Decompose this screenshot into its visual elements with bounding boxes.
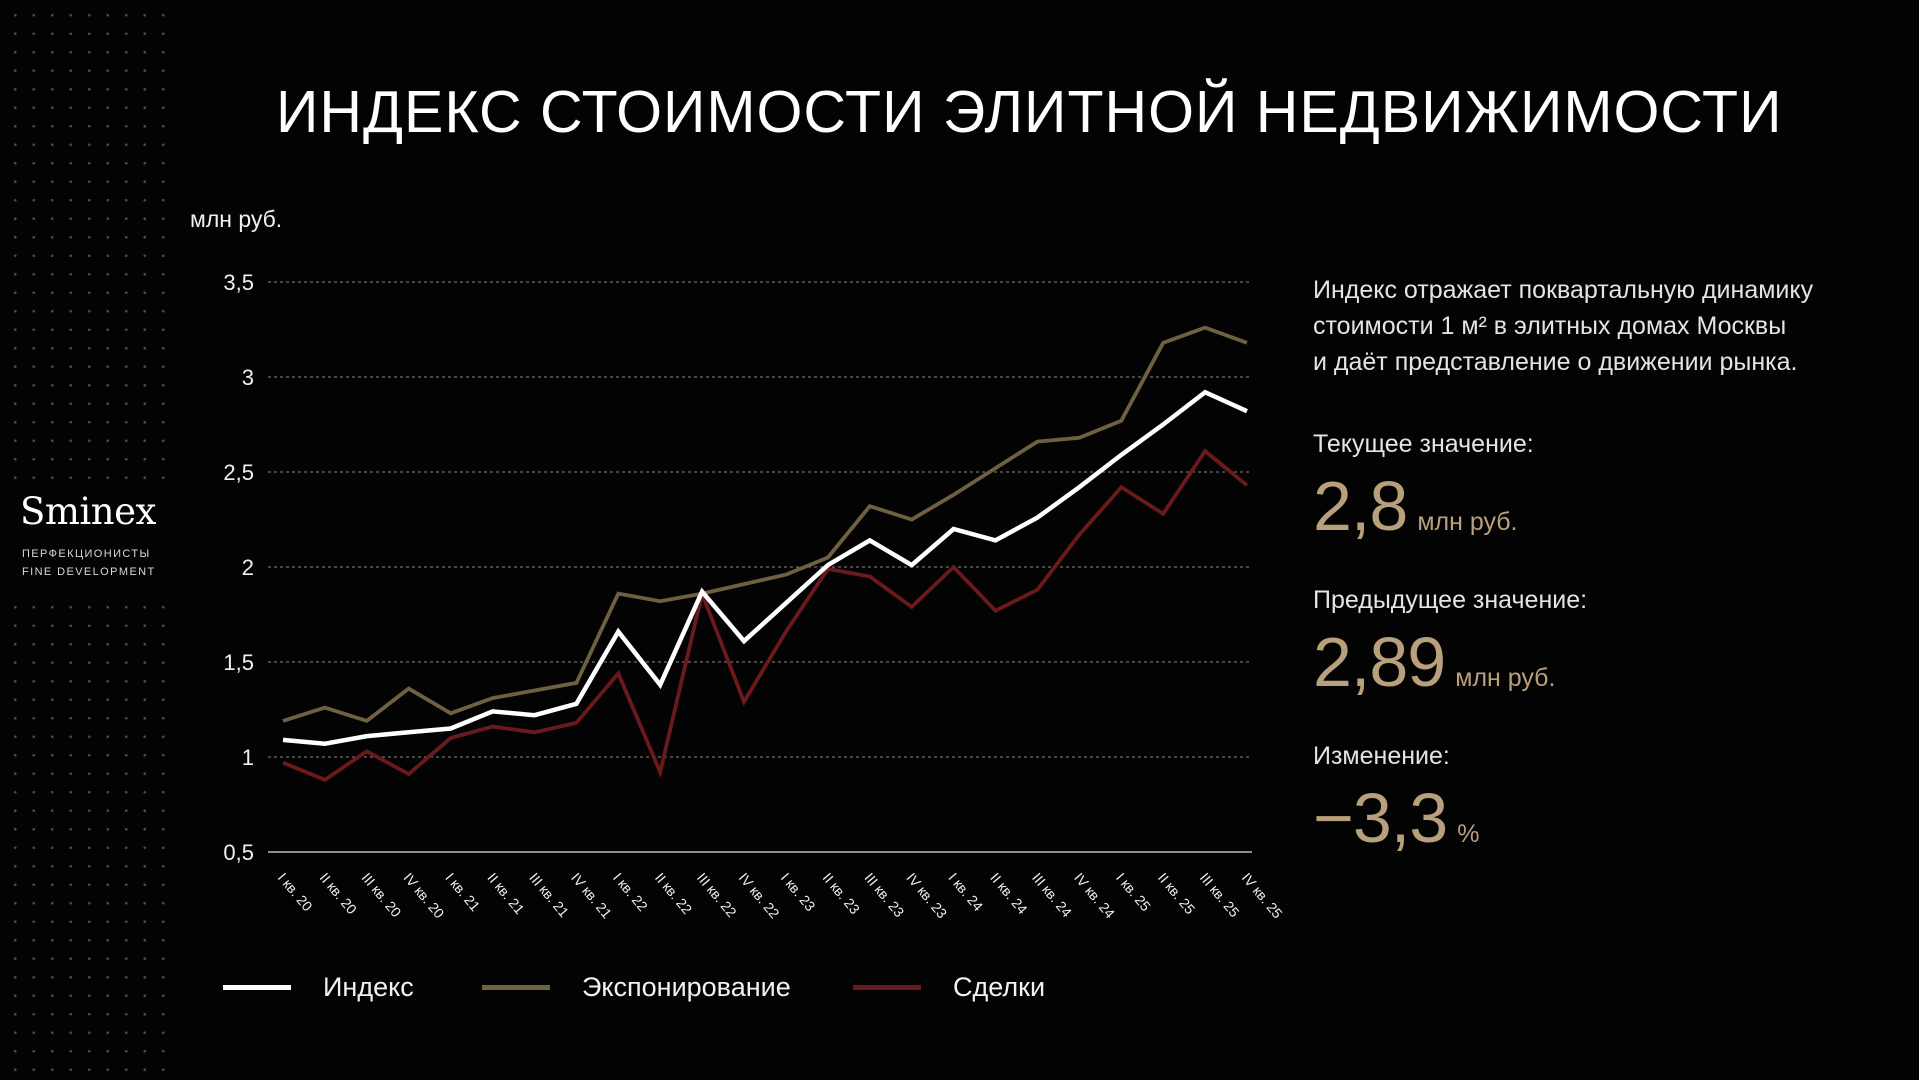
x-tick-label: IV кв. 24	[1071, 870, 1118, 922]
x-tick-label: IV кв. 21	[568, 870, 615, 922]
x-tick-label: I кв. 23	[778, 870, 819, 915]
y-tick-label: 3	[242, 365, 254, 390]
change-value-unit: %	[1457, 820, 1480, 848]
legend-label-exposure: Экспонирование	[582, 972, 791, 1002]
x-tick-label: I кв. 20	[275, 870, 316, 915]
index-description: Индекс отражает поквартальную динамику с…	[1313, 272, 1873, 380]
x-tick-label: II кв. 25	[1155, 870, 1199, 918]
previous-value-unit: млн руб.	[1455, 664, 1556, 692]
x-tick-label: IV кв. 25	[1239, 870, 1286, 922]
x-tick-label: II кв. 23	[820, 870, 864, 918]
legend-label-index: Индекс	[323, 972, 414, 1002]
change-value-number: −3,3	[1313, 779, 1448, 857]
x-tick-label: II кв. 24	[987, 870, 1031, 918]
logo-tagline-1: ПЕРФЕКЦИОНИСТЫ	[22, 548, 151, 560]
current-value: 2,8 млн руб.	[1313, 466, 1518, 546]
previous-value: 2,89 млн руб.	[1313, 622, 1555, 702]
legend-label-deals: Сделки	[953, 972, 1046, 1002]
change-label: Изменение:	[1313, 742, 1450, 770]
legend-swatch-index	[223, 985, 291, 990]
x-tick-label: II кв. 22	[652, 870, 696, 918]
x-tick-label: IV кв. 23	[903, 870, 950, 922]
x-tick-label: III кв. 25	[1197, 870, 1243, 921]
x-tick-label: I кв. 25	[1113, 870, 1154, 915]
x-tick-label: III кв. 20	[359, 870, 405, 921]
current-value-number: 2,8	[1313, 467, 1408, 545]
series-line-exposure	[282, 325, 1248, 724]
legend-swatch-exposure	[482, 985, 550, 990]
x-tick-label: IV кв. 20	[400, 870, 447, 922]
x-tick-label: III кв. 24	[1029, 870, 1075, 921]
change-value: −3,3 %	[1313, 778, 1479, 858]
page-title: ИНДЕКС СТОИМОСТИ ЭЛИТНОЙ НЕДВИЖИМОСТИ	[276, 79, 1783, 145]
logo-tagline-2: FINE DEVELOPMENT	[22, 566, 156, 578]
x-tick-label: II кв. 21	[484, 870, 528, 918]
y-tick-label: 3,5	[223, 270, 254, 295]
description-line-3: и даёт представление о движении рынка.	[1313, 348, 1798, 376]
legend-item-deals: Сделки	[853, 972, 1045, 1003]
x-tick-label: I кв. 21	[442, 870, 483, 915]
previous-value-number: 2,89	[1313, 623, 1446, 701]
x-tick-label: I кв. 24	[945, 870, 986, 915]
y-axis-unit: млн руб.	[190, 206, 283, 232]
y-tick-label: 2,5	[223, 460, 254, 485]
x-tick-label: IV кв. 22	[736, 870, 783, 922]
y-tick-label: 0,5	[223, 840, 254, 865]
series-line-deals	[282, 448, 1249, 782]
x-tick-label: III кв. 22	[694, 870, 740, 921]
legend-item-index: Индекс	[223, 972, 414, 1003]
previous-value-label: Предыдущее значение:	[1313, 586, 1588, 614]
x-tick-label: I кв. 22	[610, 870, 651, 915]
x-tick-label: III кв. 21	[526, 870, 572, 921]
description-line-2: стоимости 1 м² в элитных домах Москвы	[1313, 312, 1787, 340]
x-tick-label: III кв. 23	[861, 870, 907, 921]
logo-wordmark: Sminex	[20, 490, 156, 533]
y-tick-label: 1	[242, 745, 254, 770]
y-tick-label: 2	[242, 555, 254, 580]
x-tick-label: II кв. 20	[317, 870, 361, 918]
series-line-index	[282, 389, 1248, 746]
current-value-unit: млн руб.	[1417, 508, 1518, 536]
brand-logo: Sminex ПЕРФЕКЦИОНИСТЫ FINE DEVELOPMENT	[8, 480, 178, 592]
y-tick-label: 1,5	[223, 650, 254, 675]
legend-swatch-deals	[853, 985, 921, 990]
description-line-1: Индекс отражает поквартальную динамику	[1313, 276, 1814, 304]
current-value-label: Текущее значение:	[1313, 430, 1534, 458]
legend-item-exposure: Экспонирование	[482, 972, 791, 1003]
